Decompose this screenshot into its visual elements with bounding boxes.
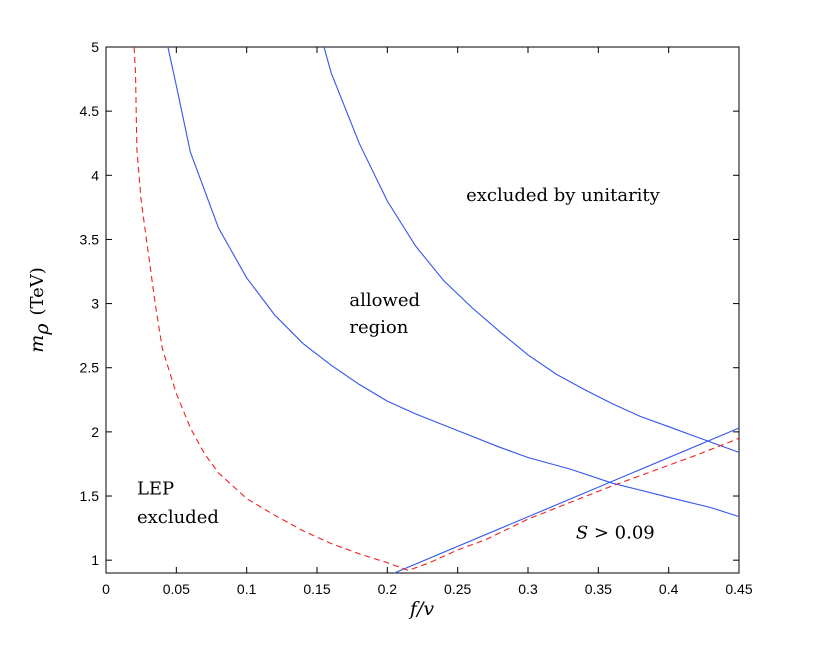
svg-text:mρ(TeV): mρ (TeV) [26,267,53,353]
y-tick-label: 4 [91,167,99,183]
annotation-allowed1: allowed [349,290,420,311]
annotation-lep2: excluded [137,507,219,528]
series-lower-bound [167,46,740,518]
series-layer [133,46,740,574]
annotation-unitarity: excluded by unitarity [466,185,661,206]
y-tick-label: 4.5 [80,103,100,119]
y-axis-title-var: m [26,335,48,353]
x-tick-label: 0.45 [725,581,752,597]
x-tick-label: 0.05 [163,581,190,597]
series-S-bound [394,427,740,574]
series-LEP-bound [133,46,740,571]
series-unitarity-bound [323,46,740,453]
x-tick-label: 0.2 [378,581,398,597]
annotation-layer: excluded by unitarity allowed region LEP exc… [137,185,661,543]
y-tick-label: 1.5 [80,488,100,504]
x-tick-label: 0.35 [585,581,612,597]
x-tick-label: 0.15 [303,581,330,597]
x-tick-label: 0 [102,581,110,597]
annotation-s-bound: S > 0.09 [576,522,655,543]
y-tick-label: 1 [91,552,99,568]
x-tick-label: 0.3 [518,581,538,597]
y-tick-label: 3 [91,296,99,312]
x-tick-label: 0.25 [444,581,471,597]
x-tick-label: 0.1 [237,581,257,597]
y-axis-title-unit: (TeV) [27,267,48,315]
y-tick-label: 5 [91,39,99,55]
plot-frame [105,46,740,574]
y-axis-title: mρ (TeV) [26,267,53,353]
annotation-lep1: LEP [137,479,174,500]
y-tick-label: 2 [91,424,99,440]
annotation-allowed2: region [349,317,408,338]
y-axis-title-sub: ρ [31,323,53,336]
x-tick-label: 0.4 [659,581,679,597]
y-tick-label: 2.5 [80,360,100,376]
y-tick-label: 3.5 [80,231,100,247]
axis-ticks: 0 0.05 0.1 0.15 0.2 0.25 0.3 0.35 0.4 0.45 1 1.5 2 2.… [80,39,753,597]
x-axis-title: f/v [408,598,434,620]
